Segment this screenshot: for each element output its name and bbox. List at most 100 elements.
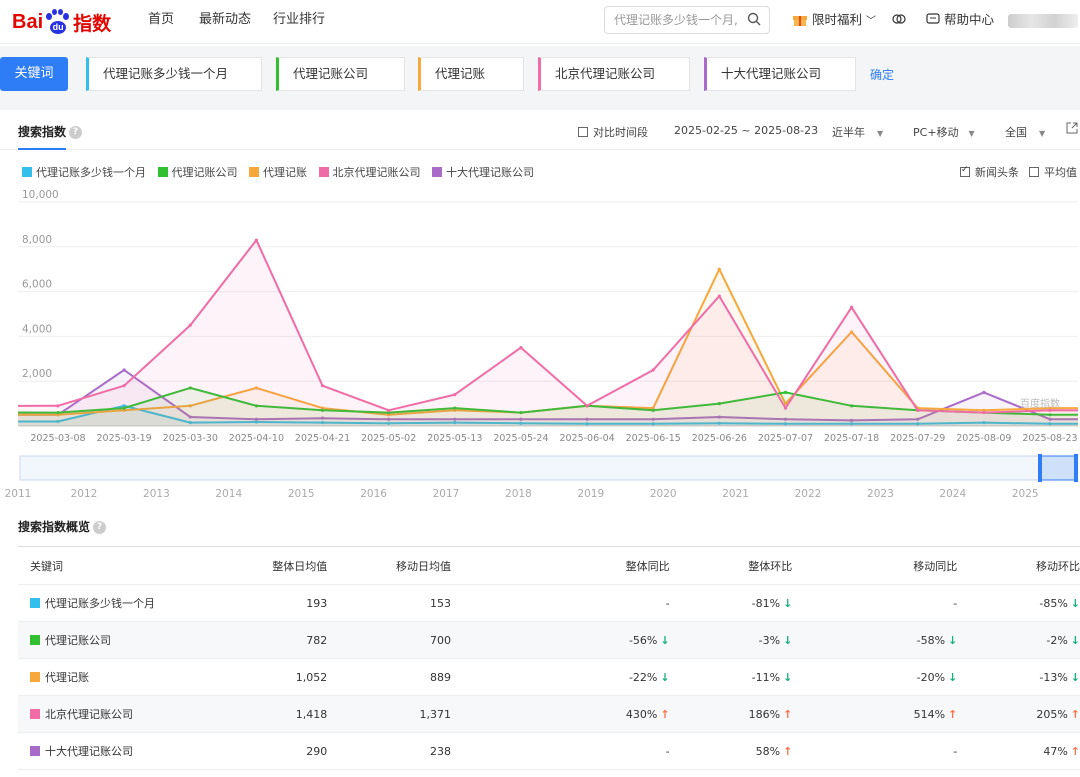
legend-item-1[interactable]: 代理记账多少钱一个月 [22,164,146,180]
y-tick-label: 6,000 [22,279,52,291]
overall-mom-cell: -81% ↓ [669,584,793,622]
data-point [254,417,258,421]
nav-latest[interactable]: 最新动态 [199,12,252,27]
arrow-down-icon: ↓ [1070,670,1080,684]
legend-item-2[interactable]: 代理记账公司 [157,164,238,180]
data-point [783,417,788,421]
data-point [188,415,192,419]
keyword-button[interactable]: 关键词 [0,57,68,91]
overview-title: 搜索指数概览 [18,520,91,534]
y-tick-label: 10,000 [22,190,59,201]
average-toggle[interactable]: 平均值 [1029,164,1077,180]
data-point [783,406,788,410]
legend-item-3[interactable]: 代理记账 [249,164,307,180]
export-icon[interactable] [1066,122,1078,134]
data-point [254,404,258,408]
data-point [320,384,325,388]
arrow-down-icon: ↓ [948,633,958,647]
color-swatch [30,635,40,645]
x-tick-label: 2025-03-30 [163,433,218,444]
date-range-picker[interactable]: 2025-02-25 ~ 2025-08-23 [674,124,819,137]
keyword-chip-5[interactable]: 十大代理记账公司 [704,57,856,91]
data-point [453,417,457,421]
data-point [453,393,457,397]
nav-ranking[interactable]: 行业排行 [273,12,326,27]
timeline-track [19,455,1077,481]
data-point [320,408,325,412]
keyword-chip-1[interactable]: 代理记账多少钱一个月 [86,57,262,91]
confirm-button[interactable]: 确定 [870,68,895,82]
region-select[interactable]: 全国 ▼ [1005,124,1045,140]
x-tick-label: 2025-06-15 [626,433,681,444]
timeline-handle-left[interactable] [1038,454,1042,482]
timeline-handle-right[interactable] [1074,454,1078,482]
timeline-selection[interactable] [1039,455,1077,481]
table-header-row: 关键词 整体日均值 移动日均值 整体同比 整体环比 移动同比 移动环比 [18,546,1080,585]
arrow-up-icon: ↑ [783,707,793,721]
search-icon[interactable] [747,12,761,26]
compare-period-toggle[interactable]: 对比时间段 [578,124,648,140]
period-select[interactable]: 近半年 ▼ [832,124,883,140]
data-point [717,294,721,298]
col-header-yoy: 整体同比 [451,546,670,585]
checkbox-checked-icon [960,165,970,177]
search-index-tab[interactable]: 搜索指数? [18,123,83,140]
data-point [717,421,721,425]
legend-item-4[interactable]: 北京代理记账公司 [318,164,421,180]
news-toggle[interactable]: 新闻头条 [960,164,1019,180]
timeline-scrubber[interactable]: 2011 2012 2013 2014 2015 2016 2017 2018 2019 2020… [0,452,1080,502]
device-select[interactable]: PC+移动 ▼ [913,124,975,140]
data-point [1048,408,1052,412]
keyword-chip-3[interactable]: 代理记账 [418,57,524,91]
data-point [916,408,920,412]
data-point [519,421,523,425]
data-point [453,406,457,410]
checkbox-icon [578,127,588,137]
data-point [56,413,60,417]
mobile-mom-cell: -2% ↓ [957,621,1080,659]
arrow-down-icon: ↓ [660,670,670,684]
search-index-chart[interactable]: 10,000 8,000 6,000 4,000 2,000 2025-03-08 2025… [0,190,1080,460]
news-label: 新闻头条 [975,166,1019,179]
gift-icon [793,16,807,26]
timeline-year-label: 2021 [722,488,749,500]
data-point [122,408,126,412]
user-avatar[interactable] [1008,14,1078,28]
col-header-mom: 整体环比 [669,546,793,585]
legend-item-5[interactable]: 十大代理记账公司 [432,164,534,180]
data-point [651,417,655,421]
average-label: 平均值 [1044,166,1077,179]
checkbox-icon [1029,167,1039,177]
data-point [982,408,986,412]
help-label: 帮助中心 [943,12,994,27]
promo-menu[interactable]: 限时福利 ﹀ [792,0,876,40]
keyword-cell: 代理记账 [18,658,214,696]
nav-home[interactable]: 首页 [148,12,175,27]
overall-avg-cell: 193 [213,584,328,622]
keyword-chip-4[interactable]: 北京代理记账公司 [538,57,690,91]
help-center[interactable]: 帮助中心 [926,0,994,40]
x-tick-label: 2025-08-09 [956,433,1011,444]
data-point [717,402,721,406]
keyword-chip-2[interactable]: 代理记账公司 [276,57,405,91]
data-point [320,406,325,410]
data-point [916,417,920,421]
baidu-index-logo[interactable]: Bai du 指数 [12,9,112,35]
caret-icon: ▼ [877,129,884,138]
data-point [56,419,60,424]
search-input[interactable]: 代理记账多少钱一个月, [604,6,770,34]
data-point [387,417,391,421]
skin-icon[interactable] [892,0,906,40]
x-tick-label: 2025-06-26 [692,433,747,444]
arrow-up-icon: ↑ [660,707,670,721]
table-row: 代理记账公司 782 700 -56% ↓ -3% ↓ -58% ↓ -2% ↓ [18,621,1080,659]
overall-yoy-cell: - [451,732,670,770]
help-icon[interactable]: ? [93,521,107,534]
chevron-down-icon: ﹀ [865,16,876,27]
color-swatch [30,672,40,682]
data-point [783,422,788,426]
mobile-avg-cell: 700 [327,621,452,659]
series-area-4 [18,240,1078,426]
help-icon[interactable]: ? [69,126,83,139]
tab-active-indicator [18,148,66,150]
